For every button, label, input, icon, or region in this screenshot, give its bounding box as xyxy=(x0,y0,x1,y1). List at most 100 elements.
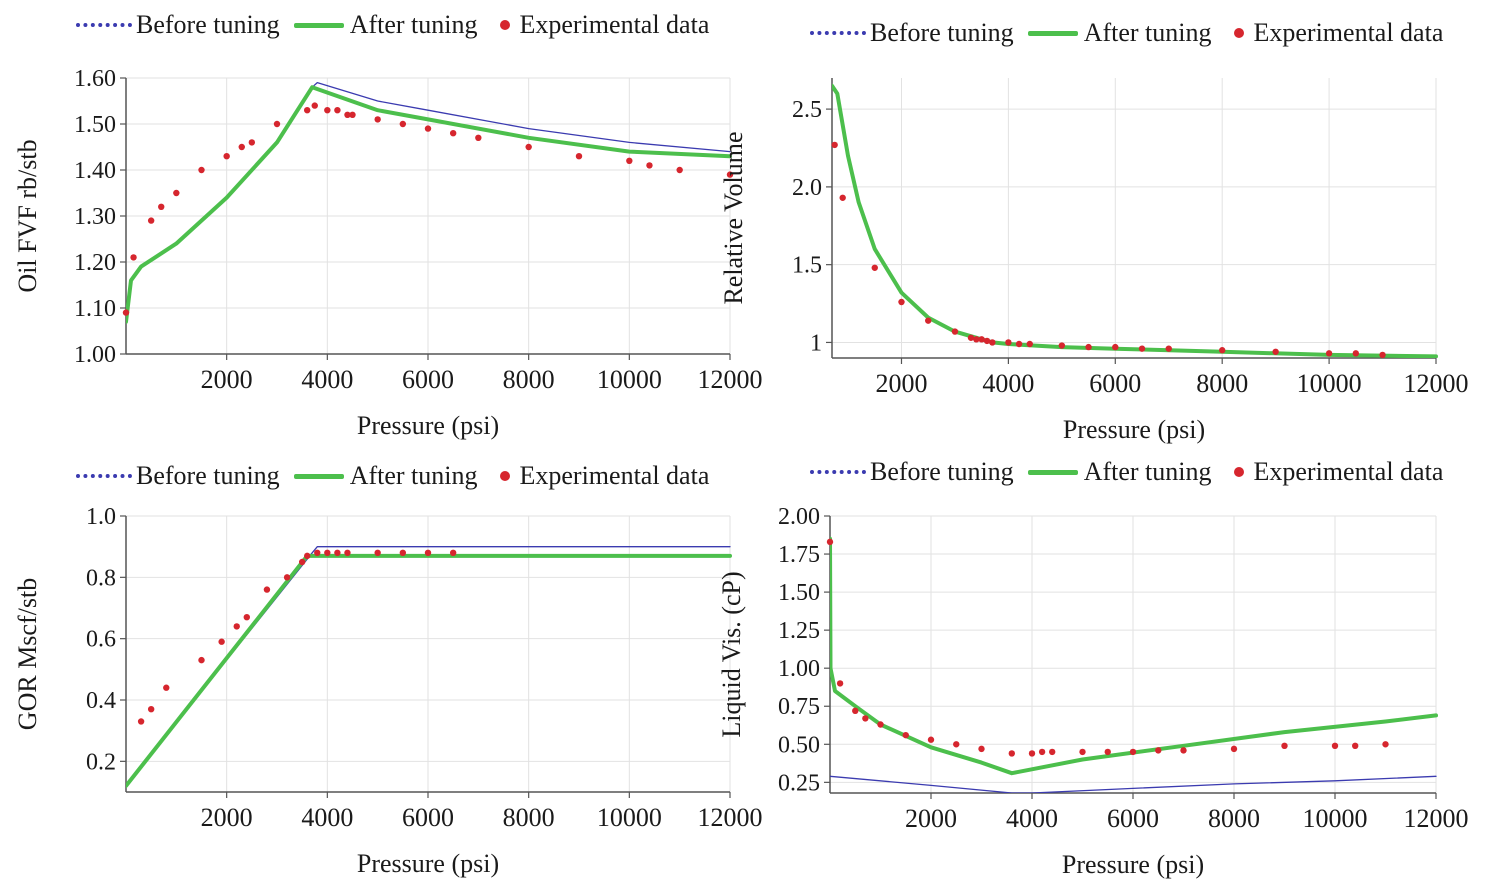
experimental-point xyxy=(927,736,935,743)
experimental-point xyxy=(1325,350,1333,357)
experimental-point xyxy=(1085,343,1092,351)
y-tick-label: 1.25 xyxy=(778,618,820,644)
legend-after-label: After tuning xyxy=(1083,457,1212,486)
experimental-point xyxy=(424,549,432,556)
experimental-point xyxy=(1049,748,1056,756)
x-axis-title: Pressure (psi) xyxy=(357,411,499,440)
x-axis-title: Pressure (psi) xyxy=(1062,850,1204,879)
y-tick-label: 0.2 xyxy=(86,749,116,775)
experimental-point xyxy=(989,339,996,346)
experimental-point xyxy=(344,111,351,119)
experimental-point xyxy=(223,153,230,160)
legend-before: Before tuning xyxy=(810,18,1014,48)
y-tick-label: 0.75 xyxy=(778,694,820,720)
experimental-point xyxy=(173,189,180,197)
x-axis-title: Pressure (psi) xyxy=(1063,415,1205,444)
experimental-point xyxy=(925,317,932,324)
experimental-point xyxy=(334,549,341,556)
experimental-point xyxy=(374,116,381,123)
y-tick-label: 0.4 xyxy=(86,688,116,714)
experimental-point xyxy=(1218,347,1226,354)
after-tuning-line xyxy=(126,85,732,324)
chart-relative-volume: 2000 4000 6000 8000 10000 12000 1 1.5 2.0 2.5 Pres… xyxy=(719,78,1469,444)
x-tick-label: 2000 xyxy=(201,365,253,394)
x-tick-label: 2000 xyxy=(201,803,253,832)
experimental-point xyxy=(218,638,225,645)
experimental-point xyxy=(1005,339,1012,346)
chart-oil-fvf: 2000 4000 6000 8000 10000 12000 1.00 1.10 1.20 1.… xyxy=(0,0,763,450)
legend-before-label: Before tuning xyxy=(136,10,280,39)
experimental-swatch xyxy=(1233,28,1244,38)
experimental-point xyxy=(324,107,331,114)
relative-volume-plot: 2000 4000 6000 8000 10000 12000 1 1.5 2.0 2.5 Pres… xyxy=(719,78,1469,444)
experimental-point xyxy=(248,139,256,146)
legend-before: Before tuning xyxy=(76,461,280,491)
experimental-point xyxy=(1129,748,1137,756)
legend-experimental-label: Experimental data xyxy=(1253,457,1444,486)
experimental-point xyxy=(158,203,165,210)
legend-experimental: Experimental data xyxy=(1226,457,1444,487)
experimental-point xyxy=(283,574,291,581)
experimental-point xyxy=(1352,742,1359,750)
x-tick-label: 12000 xyxy=(698,803,763,832)
legend-before: Before tuning xyxy=(76,10,280,40)
experimental-point xyxy=(344,549,351,556)
experimental-point xyxy=(852,707,859,715)
experimental-point xyxy=(1104,748,1111,756)
y-tick-label: 0.25 xyxy=(778,770,820,796)
x-axis-title: Pressure (psi) xyxy=(357,849,499,878)
experimental-point xyxy=(122,309,130,316)
gor-plot: 2000 4000 6000 8000 10000 12000 0.2 0.4 0.6 0.8 1.… xyxy=(13,504,763,878)
legend-experimental-label: Experimental data xyxy=(1253,18,1444,47)
legend-before-label: Before tuning xyxy=(870,457,1014,486)
before-swatch xyxy=(810,470,866,474)
experimental-point xyxy=(130,254,137,261)
experimental-point xyxy=(424,125,432,132)
experimental-point xyxy=(374,549,381,556)
y-tick-label: 2.0 xyxy=(792,175,822,201)
experimental-point xyxy=(973,336,980,343)
experimental-point xyxy=(1352,350,1360,357)
experimental-point xyxy=(1272,348,1279,355)
experimental-point xyxy=(1015,340,1023,348)
x-tick-label: 10000 xyxy=(597,803,662,832)
experimental-point xyxy=(298,558,306,566)
y-tick-label: 1.10 xyxy=(74,296,116,322)
experimental-point xyxy=(831,141,838,149)
experimental-point xyxy=(163,684,170,691)
y-tick-label: 2.00 xyxy=(778,504,820,530)
experimental-point xyxy=(1058,342,1066,349)
x-tick-label: 4000 xyxy=(301,803,353,832)
x-tick-label: 10000 xyxy=(1297,369,1362,398)
before-swatch xyxy=(810,31,866,35)
x-tick-label: 8000 xyxy=(1208,804,1260,833)
y-axis-title: Relative Volume xyxy=(719,131,748,304)
y-tick-label: 1.0 xyxy=(86,504,116,530)
experimental-point xyxy=(978,336,985,343)
y-tick-label: 0.8 xyxy=(86,565,116,591)
experimental-swatch xyxy=(1233,467,1244,477)
experimental-swatch xyxy=(499,471,510,481)
experimental-point xyxy=(898,298,905,306)
experimental-point xyxy=(1331,742,1339,750)
experimental-point xyxy=(449,130,457,137)
y-tick-label: 1.40 xyxy=(74,158,116,184)
experimental-point xyxy=(147,217,155,224)
y-tick-label: 1.50 xyxy=(74,112,116,138)
legend-after-label: After tuning xyxy=(349,10,478,39)
experimental-point xyxy=(198,656,205,664)
y-tick-label: 1.00 xyxy=(74,342,116,368)
y-axis-title: Liquid Vis. (cP) xyxy=(717,571,746,737)
y-tick-label: 1.20 xyxy=(74,250,116,276)
y-tick-label: 0.50 xyxy=(778,732,820,758)
experimental-point xyxy=(475,134,482,141)
experimental-point xyxy=(1155,747,1162,754)
experimental-point xyxy=(1008,750,1015,757)
experimental-point xyxy=(839,194,846,201)
experimental-point xyxy=(349,111,356,119)
x-tick-label: 10000 xyxy=(1303,804,1368,833)
legend-top-right: Before tuning After tuning Experimental … xyxy=(810,18,1457,48)
legend-bottom-right: Before tuning After tuning Experimental … xyxy=(810,457,1457,487)
